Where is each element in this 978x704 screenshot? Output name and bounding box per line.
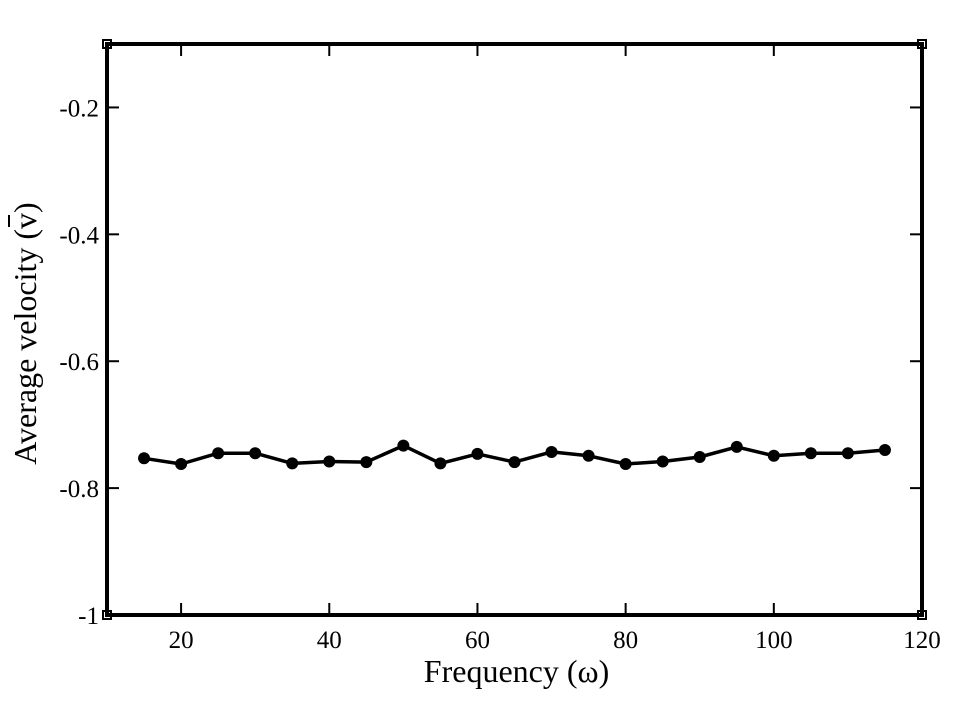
y-tick-label: -0.4: [59, 222, 99, 249]
y-tick-label: -0.6: [59, 349, 99, 376]
axis-ticks: [107, 44, 923, 616]
data-point: [323, 455, 336, 468]
data-point: [360, 456, 373, 469]
data-point: [471, 447, 484, 460]
series-group: [138, 439, 891, 471]
x-tick-label: 40: [317, 627, 342, 654]
y-tick-label: -1: [78, 603, 99, 630]
plot-frame: [105, 42, 924, 617]
data-point: [434, 457, 447, 470]
x-axis-title: Frequency (ω): [424, 653, 609, 689]
data-point: [878, 444, 891, 457]
data-point: [582, 449, 595, 462]
data-point: [397, 439, 410, 452]
x-tick-label: 120: [903, 627, 941, 654]
data-point: [249, 447, 262, 460]
data-point: [508, 456, 521, 469]
data-point: [767, 449, 780, 462]
frame-corner-marker: [102, 39, 112, 49]
frame-corner-marker: [102, 610, 112, 620]
tick-labels: 20 40 60 80 100 120 -0.2 -0.4 -0.6 -0.8 -1: [59, 95, 940, 654]
x-tick-label: 80: [613, 627, 638, 654]
data-point: [286, 457, 299, 470]
data-point: [619, 458, 632, 471]
data-point: [138, 452, 151, 465]
y-tick-label: -0.2: [59, 95, 99, 122]
frame-corner-marker: [917, 39, 927, 49]
data-point: [804, 447, 817, 460]
x-tick-label: 100: [755, 627, 793, 654]
x-tick-label: 60: [465, 627, 490, 654]
data-point: [545, 445, 558, 458]
data-point: [212, 447, 225, 460]
x-tick-label: 20: [169, 627, 194, 654]
y-axis-title: Average velocity (v): [7, 202, 43, 464]
data-point: [175, 458, 188, 471]
data-point: [656, 455, 669, 468]
frame-corner-marker: [917, 610, 927, 620]
y-tick-label: -0.8: [59, 476, 99, 503]
data-point: [730, 440, 743, 453]
frame-corners: [102, 39, 927, 620]
data-point: [693, 451, 706, 464]
data-point: [841, 447, 854, 460]
